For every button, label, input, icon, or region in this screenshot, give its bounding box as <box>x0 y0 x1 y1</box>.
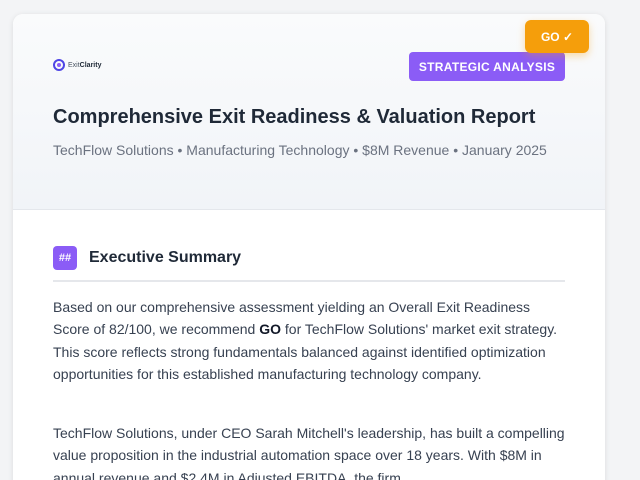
report-header: ExitClarity STRATEGIC ANALYSIS Comprehen… <box>13 14 605 210</box>
report-card: ExitClarity STRATEGIC ANALYSIS Comprehen… <box>13 14 605 480</box>
summary-paragraph-1: Based on our comprehensive assessment yi… <box>53 299 558 383</box>
summary-paragraph-2: TechFlow Solutions, under CEO Sarah Mitc… <box>53 425 565 480</box>
logo-icon <box>53 59 65 71</box>
brand-name: ExitClarity <box>68 61 102 69</box>
section-divider <box>53 280 565 282</box>
go-status-button[interactable]: GO ✓ <box>525 20 589 53</box>
section-header: ## Executive Summary <box>53 246 241 270</box>
hash-icon: ## <box>53 246 77 270</box>
section-title: Executive Summary <box>89 249 242 266</box>
go-recommendation: GO <box>259 321 282 338</box>
brand-logo: ExitClarity <box>53 59 101 71</box>
report-subtitle: TechFlow Solutions • Manufacturing Techn… <box>53 142 547 158</box>
page-title: Comprehensive Exit Readiness & Valuation… <box>53 106 536 128</box>
strategic-analysis-badge: STRATEGIC ANALYSIS <box>409 52 565 81</box>
